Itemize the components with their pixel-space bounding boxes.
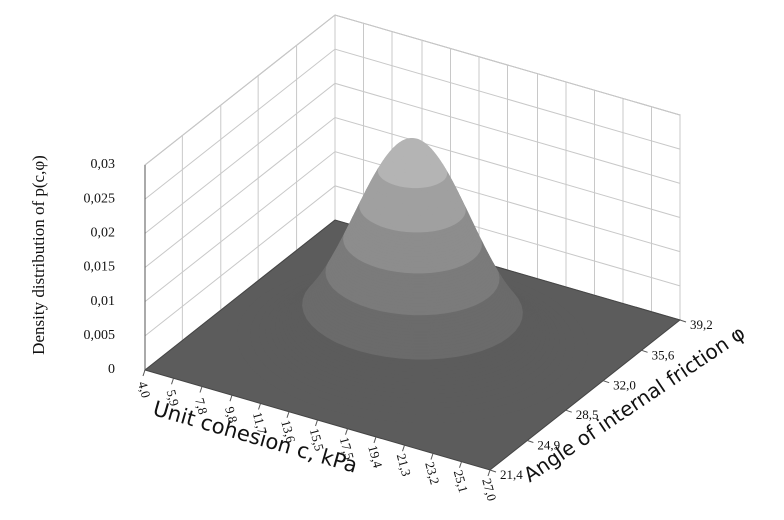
x-tick — [487, 469, 491, 477]
y-tick — [602, 380, 610, 384]
x-tick — [199, 386, 203, 393]
x-tick — [315, 419, 318, 427]
x-tick — [258, 403, 261, 410]
y-tick — [565, 409, 572, 413]
x-tick — [286, 411, 290, 418]
x-tick — [402, 445, 405, 452]
x-tick — [345, 428, 348, 435]
x-tick-label: 9,8 — [222, 405, 241, 425]
x-tick-label: 5,9 — [164, 388, 183, 408]
x-tick-label: 7,8 — [192, 396, 211, 416]
x-tick-label: 19,4 — [365, 444, 386, 470]
x-tick-label: 15,5 — [307, 427, 327, 453]
y-tick — [489, 469, 497, 473]
z-tick-label: 0,025 — [84, 191, 116, 206]
z-tick-label: 0 — [108, 362, 115, 377]
x-tick-label: 21,3 — [394, 452, 414, 478]
y-tick — [641, 349, 648, 353]
z-tick-label: 0,02 — [91, 226, 116, 241]
z-tick-label: 0,01 — [91, 294, 116, 309]
y-tick-label: 35,6 — [652, 347, 675, 362]
x-tick-label: 17,5 — [337, 435, 357, 461]
x-tick — [142, 369, 146, 377]
y-tick — [527, 440, 534, 443]
x-tick-label: 27,0 — [479, 477, 499, 503]
z-axis-title: Density distribution of p(c,φ) — [29, 155, 48, 355]
x-tick-label: 23,2 — [422, 460, 442, 486]
surface-slice — [402, 138, 423, 148]
x-tick — [171, 378, 174, 385]
y-tick-label: 39,2 — [690, 317, 713, 332]
z-tick-label: 0,03 — [91, 157, 116, 172]
y-tick-label: 21,4 — [500, 467, 523, 482]
x-tick-label: 11,7 — [250, 410, 270, 436]
x-tick — [229, 395, 233, 402]
x-tick-label: 13,6 — [278, 418, 299, 444]
x-tick — [430, 453, 434, 460]
z-tick-label: 0,015 — [84, 260, 116, 275]
x-tick-label: 25,1 — [451, 468, 471, 494]
y-tick-label: 32,0 — [613, 378, 636, 393]
x-tick-label: 4,0 — [135, 380, 154, 400]
z-tick-label: 0,005 — [84, 328, 116, 343]
y-tick — [679, 319, 687, 323]
x-tick — [373, 436, 377, 444]
y-tick-label: 28,5 — [576, 407, 599, 422]
x-tick — [459, 461, 462, 468]
surface-band — [377, 138, 448, 189]
y-tick-label: 24,9 — [537, 437, 560, 452]
